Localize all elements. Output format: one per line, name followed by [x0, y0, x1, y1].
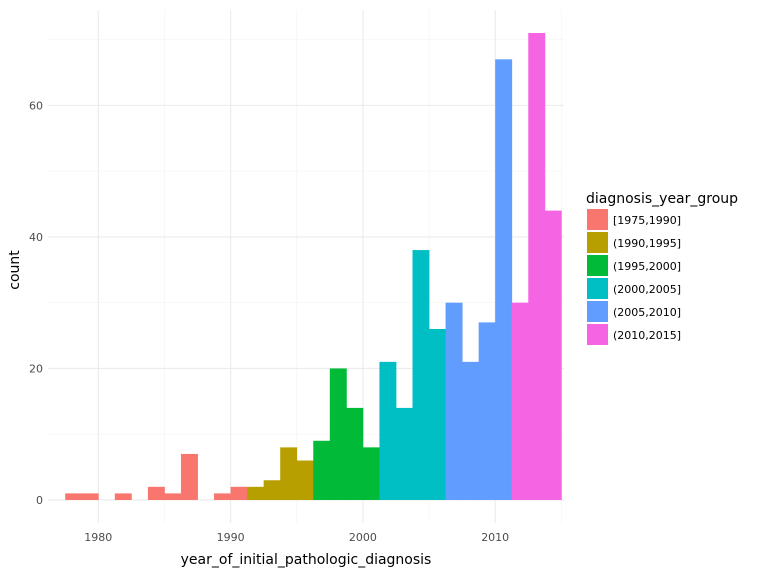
legend: diagnosis_year_group [1975,1990] (1990,19…: [586, 191, 738, 345]
histogram-bar: [214, 493, 231, 500]
histogram-bar: [114, 493, 132, 500]
histogram-bar: [147, 486, 165, 500]
histogram-bar: [462, 361, 480, 500]
legend-label: (2000,2005]: [613, 283, 681, 296]
legend-title: diagnosis_year_group: [586, 191, 738, 207]
histogram-bar: [362, 447, 380, 500]
legend-label: (2010,2015]: [613, 329, 681, 342]
legend-swatch: [587, 232, 608, 253]
histogram-bar: [429, 328, 446, 500]
histogram-bar: [65, 493, 83, 500]
histogram-bar: [495, 59, 513, 500]
legend-swatch: [587, 255, 608, 276]
histogram-bar: [280, 447, 298, 500]
histogram-bar: [313, 440, 331, 500]
y-tick-label: 40: [29, 231, 43, 244]
histogram-bar: [511, 302, 529, 500]
histogram-bar: [528, 33, 546, 500]
legend-label: (1990,1995]: [613, 237, 681, 250]
x-tick-label: 2000: [349, 531, 377, 544]
histogram-bar: [263, 480, 281, 500]
histogram-bar: [379, 361, 397, 500]
y-axis-title: count: [7, 250, 23, 290]
x-tick-label: 2010: [481, 531, 509, 544]
legend-label: (1995,2000]: [613, 260, 681, 273]
histogram-bar: [412, 250, 430, 500]
histogram-bar: [164, 493, 182, 500]
x-tick-label: 1980: [84, 531, 112, 544]
histogram-bar: [329, 368, 347, 500]
histogram-bar: [296, 460, 314, 500]
legend-swatch: [587, 278, 608, 299]
legend-swatch: [587, 209, 608, 230]
x-axis-title: year_of_initial_pathologic_diagnosis: [181, 552, 432, 568]
histogram-bar: [247, 486, 265, 500]
histogram-bar: [478, 322, 496, 500]
y-tick-label: 0: [36, 494, 43, 507]
histogram-bar: [346, 407, 364, 500]
histogram-bar: [544, 210, 562, 500]
axis-ticks: 1980 1990 2000 2010 0 20 40 60: [29, 99, 509, 544]
histogram-bar: [81, 493, 99, 500]
histogram-bar: [180, 453, 198, 500]
y-tick-label: 20: [29, 362, 43, 375]
legend-entries: [1975,1990] (1990,1995] (1995,2000] (2000,2…: [587, 209, 681, 345]
legend-label: (2005,2010]: [613, 306, 681, 319]
legend-label: [1975,1990]: [613, 214, 681, 227]
histogram-bar: [230, 486, 248, 500]
histogram-bar: [395, 407, 413, 500]
histogram-bars: [65, 33, 562, 500]
histogram-bar: [445, 302, 463, 500]
x-tick-label: 1990: [217, 531, 245, 544]
legend-swatch: [587, 301, 608, 322]
y-tick-label: 60: [29, 99, 43, 112]
legend-swatch: [587, 324, 608, 345]
